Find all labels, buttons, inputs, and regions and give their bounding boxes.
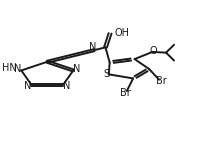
Text: N: N <box>89 42 96 52</box>
Text: N: N <box>73 64 81 74</box>
Text: O: O <box>150 46 157 56</box>
Text: HN: HN <box>2 63 16 73</box>
Text: OH: OH <box>115 28 130 38</box>
Text: Br: Br <box>156 77 167 86</box>
Text: N: N <box>24 81 31 91</box>
Text: N: N <box>14 64 21 74</box>
Text: N: N <box>64 81 71 91</box>
Text: Br: Br <box>120 88 131 98</box>
Text: S: S <box>103 69 110 79</box>
